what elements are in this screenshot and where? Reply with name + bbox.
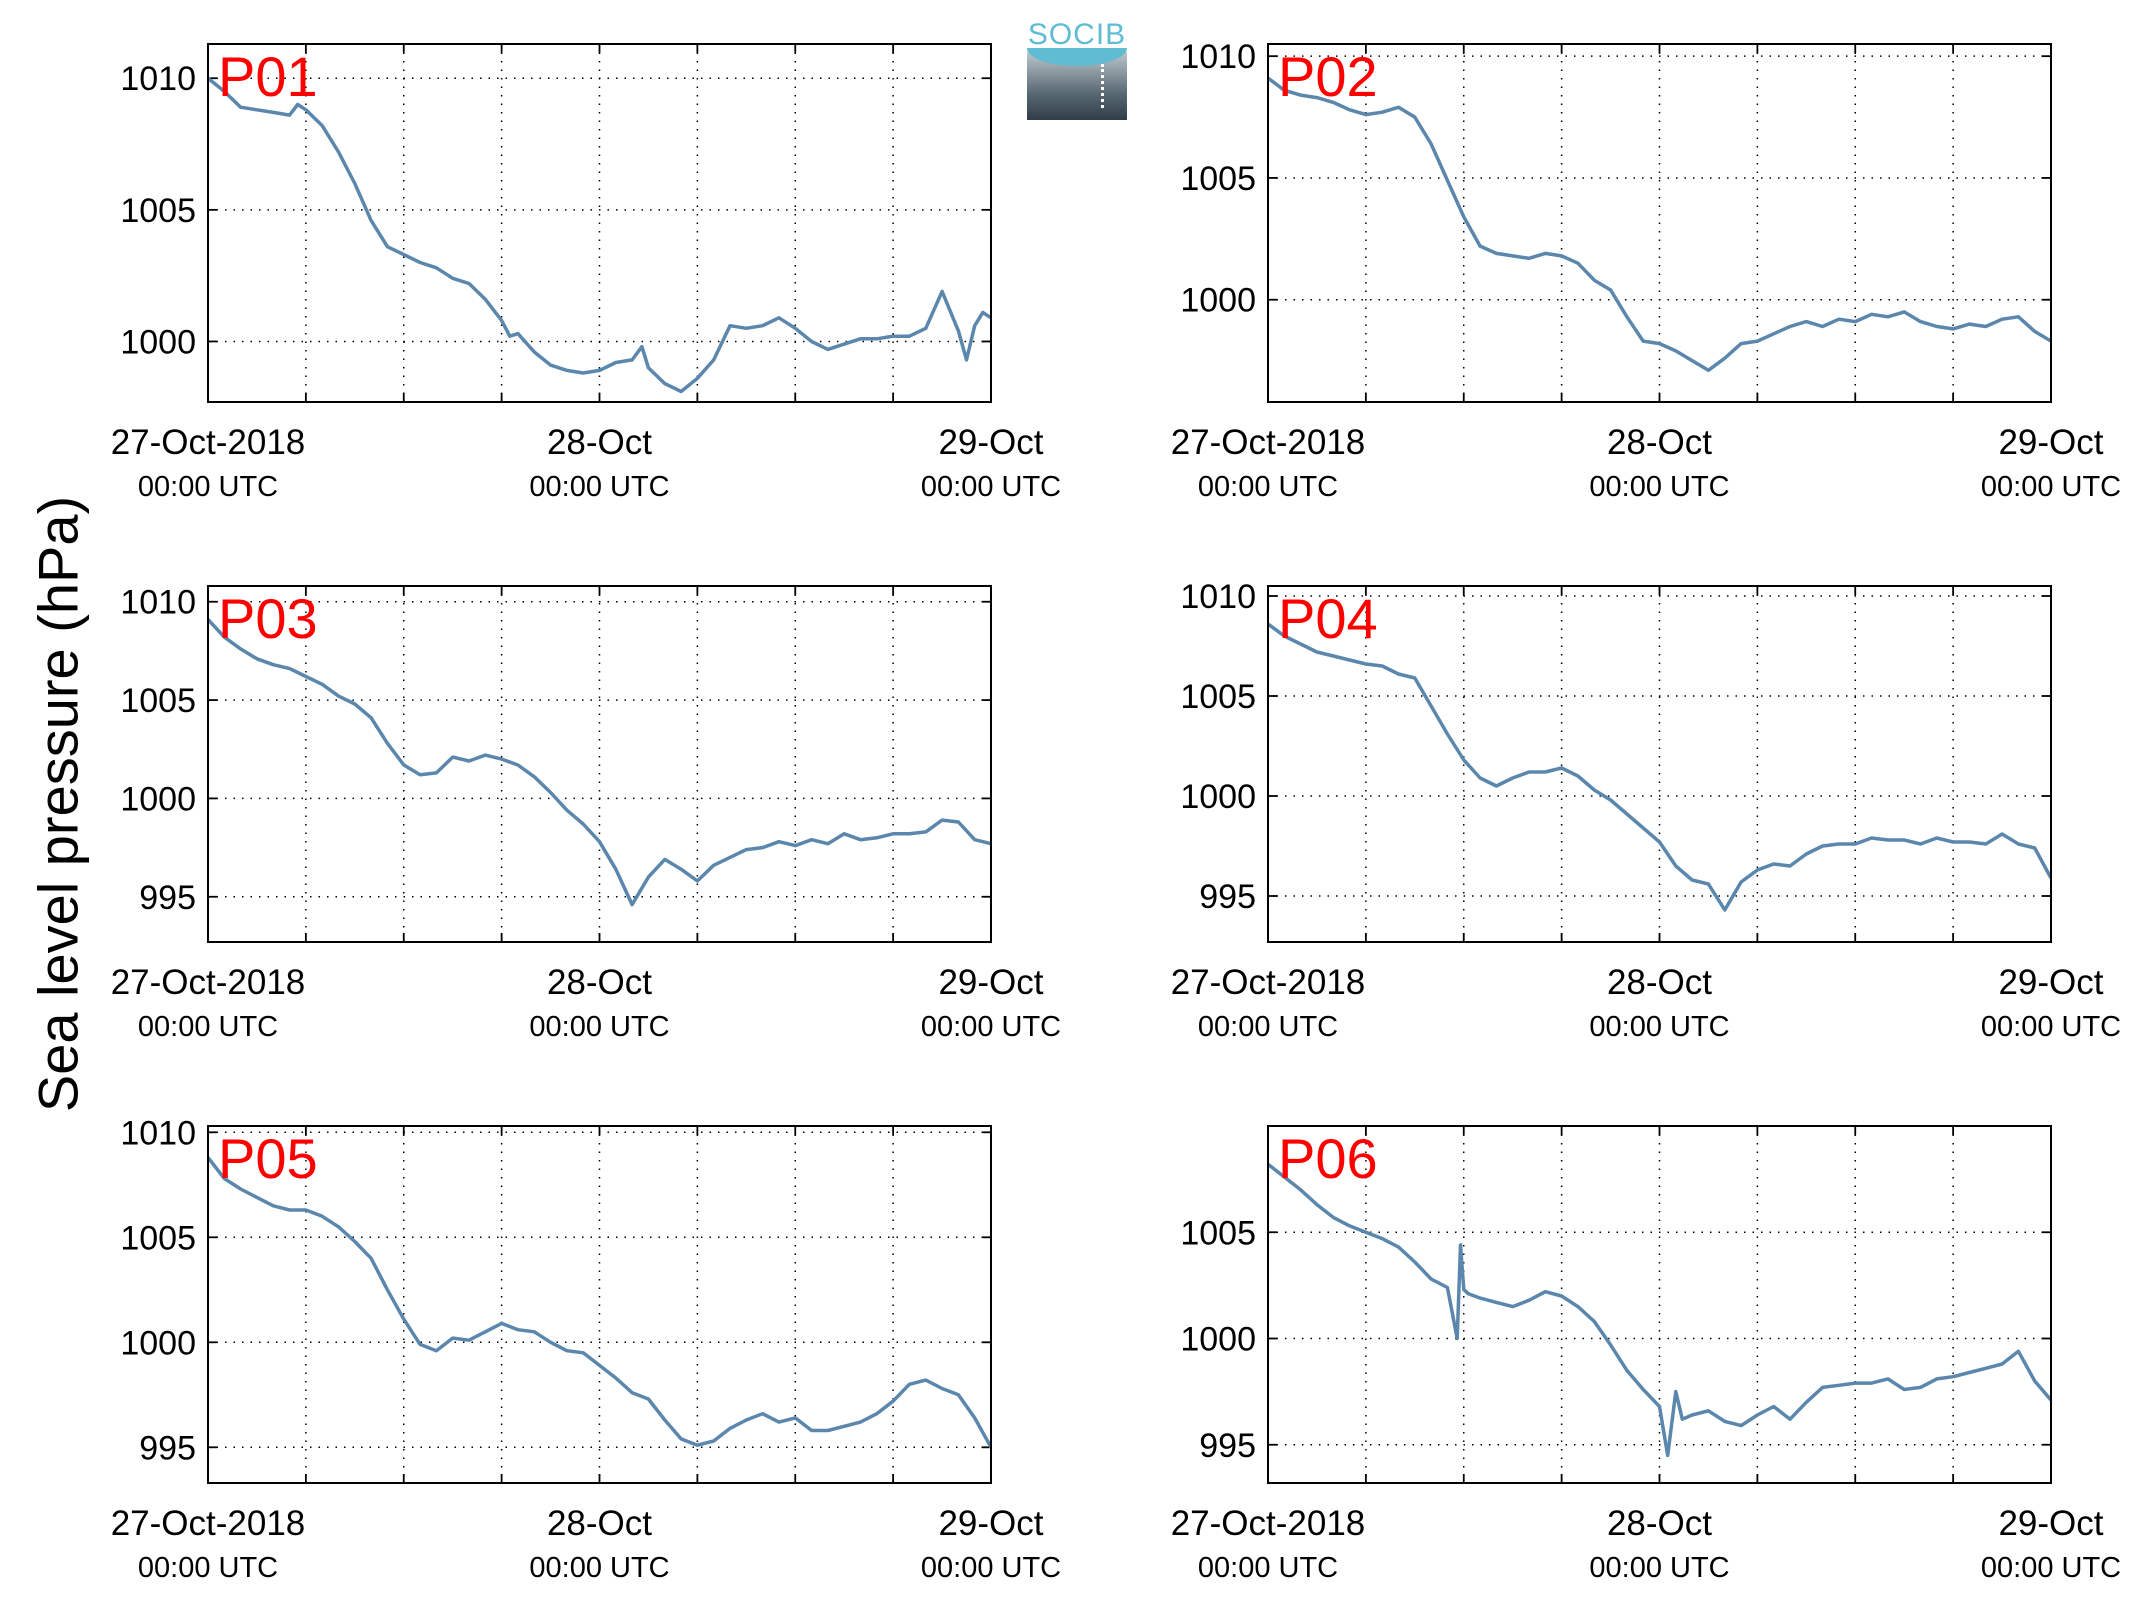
- p01-ytick-label: 1010: [120, 60, 196, 98]
- p03-ytick-label: 995: [139, 879, 196, 917]
- p02-ytick-label: 1010: [1180, 38, 1256, 76]
- p03-ytick-label: 1000: [120, 780, 196, 818]
- p04-panel-label: P04: [1278, 587, 1378, 650]
- p05-ytick-label: 1010: [120, 1114, 196, 1152]
- p01-series-line: [208, 76, 991, 394]
- p05-axes-box: [207, 1125, 992, 1484]
- p06-xtick-label: 28-Oct: [1607, 1504, 1712, 1543]
- p02-xtick-sublabel: 00:00 UTC: [1198, 471, 1338, 503]
- p06-xtick-sublabel: 00:00 UTC: [1198, 1552, 1338, 1584]
- p03-xtick-label: 27-Oct-2018: [111, 963, 306, 1002]
- socib-logo: SOCIB: [1027, 18, 1127, 120]
- p06-axes-box: [1267, 1125, 2052, 1484]
- p02-xtick-label: 29-Oct: [1998, 423, 2103, 462]
- p06-panel-label: P06: [1278, 1127, 1378, 1190]
- p06-ytick-label: 995: [1199, 1427, 1256, 1465]
- p02-ytick-label: 1005: [1180, 160, 1256, 198]
- p02-panel-label: P02: [1278, 45, 1378, 108]
- p04-ytick-label: 995: [1199, 878, 1256, 916]
- p06-ytick-label: 1005: [1180, 1214, 1256, 1252]
- p06-ytick-label: 1000: [1180, 1321, 1256, 1359]
- p05-xtick-sublabel: 00:00 UTC: [529, 1552, 669, 1584]
- p04-xtick-label: 28-Oct: [1607, 963, 1712, 1002]
- p04-xtick-sublabel: 00:00 UTC: [1981, 1011, 2121, 1043]
- p02-xtick-label: 28-Oct: [1607, 423, 1712, 462]
- p05-panel-label: P05: [218, 1127, 318, 1190]
- p03-axes-box: [207, 585, 992, 943]
- p01-ytick-label: 1005: [120, 192, 196, 230]
- p05-ytick-label: 1000: [120, 1324, 196, 1362]
- p01-ytick-label: 1000: [120, 323, 196, 361]
- p04-ytick-label: 1000: [1180, 778, 1256, 816]
- p01-panel-label: P01: [218, 45, 318, 108]
- p02-axes-box: [1267, 43, 2052, 403]
- p06-xtick-label: 27-Oct-2018: [1171, 1504, 1366, 1543]
- p01-xtick-label: 28-Oct: [547, 423, 652, 462]
- p05-xtick-label: 27-Oct-2018: [111, 1504, 306, 1543]
- p04-series-line: [1268, 622, 2051, 912]
- p02-xtick-sublabel: 00:00 UTC: [1589, 471, 1729, 503]
- p03-xtick-sublabel: 00:00 UTC: [921, 1011, 1061, 1043]
- p05-ytick-label: 1005: [120, 1219, 196, 1257]
- p02-xtick-sublabel: 00:00 UTC: [1981, 471, 2121, 503]
- p05-xtick-sublabel: 00:00 UTC: [138, 1552, 278, 1584]
- p03-ytick-label: 1010: [120, 584, 196, 622]
- logo-mast: [1101, 64, 1104, 108]
- p01-xtick-sublabel: 00:00 UTC: [921, 471, 1061, 503]
- p03-panel-label: P03: [218, 587, 318, 650]
- p04-xtick-label: 29-Oct: [1998, 963, 2103, 1002]
- logo-wave: [1027, 48, 1127, 66]
- p01-xtick-sublabel: 00:00 UTC: [138, 471, 278, 503]
- p05-xtick-label: 29-Oct: [938, 1504, 1043, 1543]
- p03-series-line: [208, 618, 991, 907]
- p03-xtick-label: 28-Oct: [547, 963, 652, 1002]
- p03-ytick-label: 1005: [120, 682, 196, 720]
- p05-ytick-label: 995: [139, 1429, 196, 1467]
- p06-xtick-label: 29-Oct: [1998, 1504, 2103, 1543]
- p04-ytick-label: 1010: [1180, 578, 1256, 616]
- p03-xtick-sublabel: 00:00 UTC: [529, 1011, 669, 1043]
- p01-xtick-label: 29-Oct: [938, 423, 1043, 462]
- p04-xtick-sublabel: 00:00 UTC: [1589, 1011, 1729, 1043]
- p01-axes-box: [207, 43, 992, 403]
- y-axis-label: Sea level pressure (hPa): [26, 495, 90, 1113]
- p05-xtick-label: 28-Oct: [547, 1504, 652, 1543]
- p03-xtick-sublabel: 00:00 UTC: [138, 1011, 278, 1043]
- p04-ytick-label: 1005: [1180, 678, 1256, 716]
- p03-xtick-label: 29-Oct: [938, 963, 1043, 1002]
- p06-series-line: [1268, 1162, 2051, 1458]
- p01-xtick-label: 27-Oct-2018: [111, 423, 306, 462]
- p01-xtick-sublabel: 00:00 UTC: [529, 471, 669, 503]
- p04-xtick-label: 27-Oct-2018: [1171, 963, 1366, 1002]
- p06-xtick-sublabel: 00:00 UTC: [1981, 1552, 2121, 1584]
- p04-xtick-sublabel: 00:00 UTC: [1198, 1011, 1338, 1043]
- p02-xtick-label: 27-Oct-2018: [1171, 423, 1366, 462]
- p02-ytick-label: 1000: [1180, 282, 1256, 320]
- p05-series-line: [208, 1156, 991, 1449]
- p05-xtick-sublabel: 00:00 UTC: [921, 1552, 1061, 1584]
- p02-series-line: [1268, 76, 2051, 373]
- p04-axes-box: [1267, 585, 2052, 943]
- p06-xtick-sublabel: 00:00 UTC: [1589, 1552, 1729, 1584]
- logo-text: SOCIB: [1027, 18, 1127, 51]
